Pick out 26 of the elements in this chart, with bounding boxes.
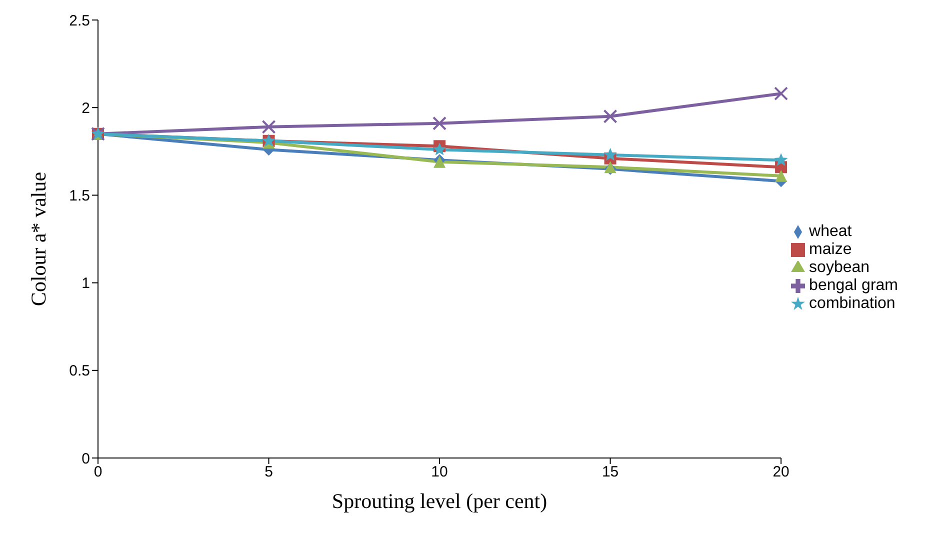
legend-label: wheat	[809, 223, 852, 240]
legend-label: maize	[809, 241, 852, 258]
point	[603, 109, 618, 124]
point	[774, 86, 788, 101]
point	[432, 142, 446, 156]
legend-label: soybean	[809, 259, 870, 276]
x-tick-label: 10	[431, 464, 448, 481]
y-tick-label: 2.5	[69, 12, 90, 30]
point	[774, 153, 788, 166]
x-tick-label: 0	[94, 464, 102, 481]
y-tick-label: 0.5	[69, 362, 90, 380]
legend-label: bengal gram	[809, 277, 898, 294]
y-tick-label: 1.5	[69, 188, 90, 205]
x-tick-label: 15	[602, 464, 619, 481]
x-tick-label: 5	[264, 464, 273, 481]
x-axis-title: Sprouting level (per cent)	[332, 489, 548, 513]
x-tick-label: 20	[772, 464, 790, 481]
point	[262, 120, 276, 134]
point	[775, 170, 788, 182]
y-tick-label: 1	[82, 275, 90, 292]
point	[432, 116, 447, 130]
y-tick-label: 2	[82, 100, 90, 117]
y-axis-title: Colour a* value	[26, 172, 50, 306]
y-tick-label: 0	[82, 450, 90, 468]
legend-label: combination	[809, 295, 896, 312]
point	[604, 148, 617, 161]
